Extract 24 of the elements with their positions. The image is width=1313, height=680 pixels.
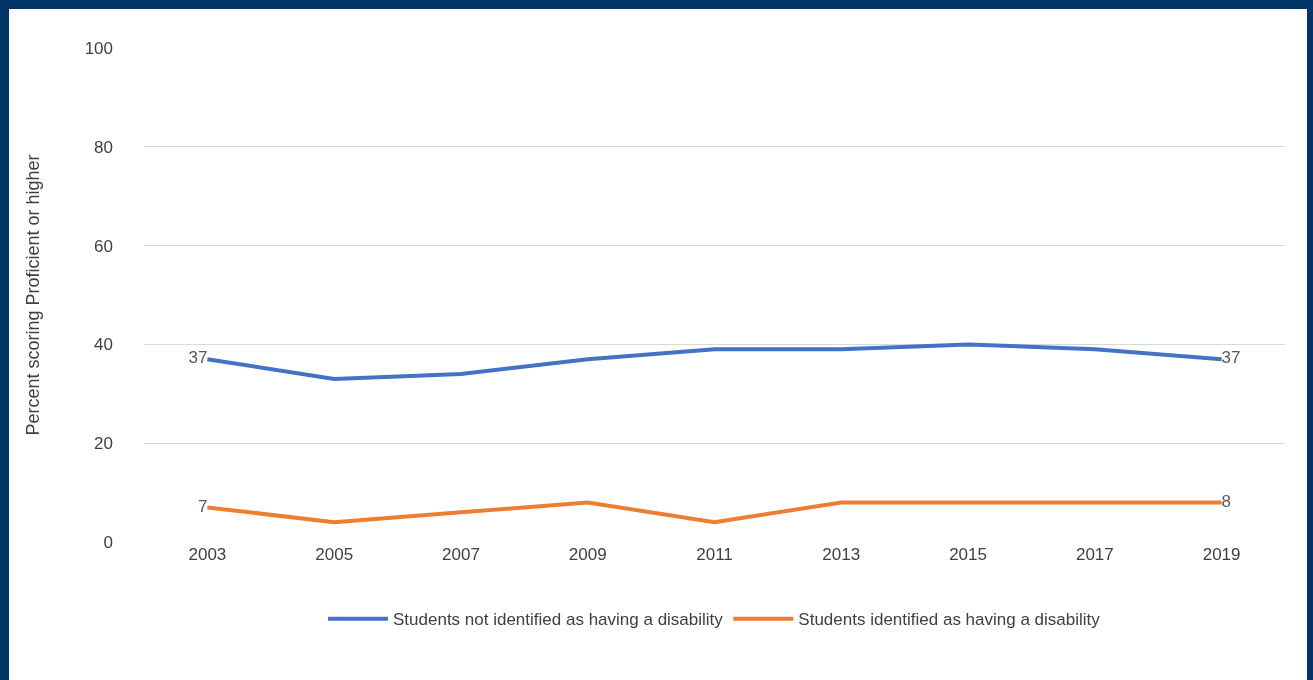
data-label: 37 xyxy=(1221,348,1241,368)
x-tick-label: 2017 xyxy=(1075,545,1114,564)
y-tick-label: 80 xyxy=(94,137,113,157)
y-tick-label: 100 xyxy=(84,38,113,58)
x-tick-label: 2019 xyxy=(1202,545,1241,564)
x-tick-label: 2009 xyxy=(568,545,607,564)
y-tick-label: 60 xyxy=(94,236,113,256)
line-series xyxy=(205,342,1224,381)
y-axis-title: Percent scoring Proficient or higher xyxy=(22,154,43,436)
y-tick-label: 0 xyxy=(103,532,113,552)
line-series xyxy=(205,500,1224,525)
legend-label: Students identified as having a disability xyxy=(798,610,1101,630)
data-label: 7 xyxy=(197,496,208,516)
data-label: 37 xyxy=(188,348,208,368)
x-tick-label: 2013 xyxy=(822,545,861,564)
y-tick-label: 20 xyxy=(94,434,113,454)
x-tick-label: 2007 xyxy=(442,545,480,564)
x-tick-label: 2003 xyxy=(188,545,227,564)
y-tick-label: 40 xyxy=(94,335,113,355)
x-tick-label: 2005 xyxy=(315,545,354,564)
x-tick-label: 2015 xyxy=(949,545,987,564)
legend-label: Students not identified as having a disability xyxy=(393,610,724,630)
data-label: 8 xyxy=(1221,491,1232,511)
x-tick-label: 2011 xyxy=(696,545,733,564)
